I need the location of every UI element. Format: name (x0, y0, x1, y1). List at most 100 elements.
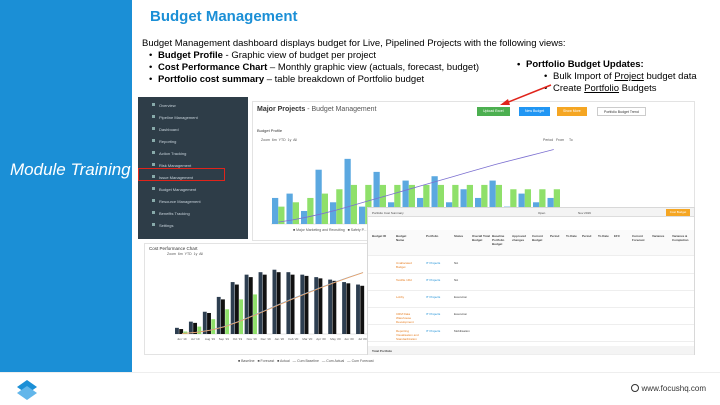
table-cell-name: Testfile 1Rd (396, 278, 412, 282)
bar-actual (211, 319, 216, 334)
menu-icon (152, 211, 155, 214)
bar-safety (321, 193, 328, 224)
table-col-header[interactable]: To Date (566, 234, 577, 238)
bar-safety (394, 184, 401, 224)
x-tick-label: Jul '20 (358, 337, 367, 341)
table-month-select[interactable]: Nov 2019 (578, 211, 591, 215)
table-cell-portfolio: IT Projects (426, 312, 441, 316)
show-more-button[interactable]: Show More (557, 107, 587, 116)
sidebar-item-pipeline-management[interactable]: Pipeline Management (152, 113, 244, 122)
table-cell-status: Mobilisation (454, 329, 470, 333)
bar-forecast (221, 299, 225, 334)
bar-baseline (175, 327, 179, 334)
sidebar-item-action-tracking[interactable]: Action Tracking (152, 149, 244, 158)
table-col-header[interactable]: Period (550, 234, 560, 238)
left-band: Module Training (0, 0, 132, 372)
table-cell-status: Execution (454, 312, 468, 316)
bar-baseline (244, 274, 249, 334)
table-col-header[interactable]: To Date (598, 234, 609, 238)
globe-icon (630, 384, 639, 392)
page-title: Budget Management (150, 8, 298, 25)
table-row[interactable]: Testfile 1Rd IT Projects NA (368, 275, 694, 291)
bar-baseline (272, 269, 277, 334)
cost-performance-panel: Cost Performance Chart Zoom 6m YTD 1y Al… (144, 243, 374, 355)
sidebar-item-overview[interactable]: Overview (152, 101, 244, 110)
x-tick-label: Feb '20 (288, 337, 298, 341)
sidebar-item-dashboard[interactable]: Dashboard (152, 125, 244, 134)
table-row[interactable]: Reporting Visualisation and Standardizat… (368, 326, 694, 342)
bar-safety (539, 189, 546, 224)
x-tick-label: Aug '19 (205, 337, 215, 341)
sidebar-item-budget-management[interactable]: Budget Management (152, 185, 244, 194)
budget-profile-legend: ■ Major Marketing and Recruiting ■ Safet… (293, 228, 367, 232)
table-col-header[interactable]: Portfolio (426, 234, 439, 238)
bar-forecast (304, 275, 309, 334)
table-col-header[interactable]: Overall Total Budget (472, 234, 490, 242)
table-row[interactable]: Lobby IT Projects Execution (368, 292, 694, 308)
portfolio-trend-select[interactable]: Portfolio Budget Trend (597, 107, 646, 116)
menu-icon (152, 139, 155, 142)
bar-forecast (179, 329, 184, 334)
table-toolbar: Portfolio Cost Summary Open Nov 2019 Cos… (368, 208, 694, 217)
bar-major (460, 189, 467, 224)
table-cell-status: NA (454, 261, 459, 265)
bar-safety (452, 184, 459, 224)
table-col-header[interactable]: Current Budget (532, 234, 543, 242)
table-cell-portfolio: IT Projects (426, 278, 441, 282)
bar-major (315, 169, 322, 224)
table-cell-status: Execution (454, 295, 468, 299)
sidebar-item-risk-management[interactable]: Risk Management (152, 161, 244, 170)
cumulative-line (278, 149, 554, 223)
annotation-arrow (500, 84, 552, 105)
menu-icon (152, 127, 155, 130)
table-col-header[interactable]: Variance (652, 234, 665, 238)
bar-safety (307, 197, 314, 224)
period-filter[interactable]: Period From To (543, 138, 573, 142)
table-cell-name: Reporting Visualisation and Standardizat… (396, 329, 419, 341)
bar-major (373, 171, 380, 224)
table-row[interactable]: CRM Data Warehouse Development IT Project… (368, 309, 694, 325)
table-col-header[interactable]: Period (582, 234, 592, 238)
sidebar-item-resource-management[interactable]: Resource Management (152, 197, 244, 206)
bar-safety (423, 184, 430, 224)
table-open-select[interactable]: Open (538, 211, 546, 215)
x-tick-label: May '20 (330, 337, 341, 341)
sidebar-item-benefits-tracking[interactable]: Benefits Tracking (152, 209, 244, 218)
bar-actual (225, 309, 230, 334)
bar-forecast (276, 272, 281, 334)
table-col-header[interactable]: Budget Name (396, 234, 407, 242)
cost-budget-button[interactable]: Cost Budget (666, 209, 690, 216)
menu-icon (152, 199, 155, 202)
bar-forecast (234, 284, 239, 334)
table-col-header[interactable]: EFC (614, 234, 620, 238)
menu-icon (152, 151, 155, 154)
sidebar-item-issue-management[interactable]: Issue Management (152, 173, 244, 182)
table-col-header[interactable]: Status (454, 234, 464, 238)
footer-url: www.focushq.com (630, 384, 706, 393)
x-tick-label: Jan '20 (275, 337, 285, 341)
table-col-header[interactable]: Baseline Portfolio Budget (492, 234, 505, 246)
bullet-budget-profile: Budget Profile - Graphic view of budget … (149, 50, 376, 62)
table-cell-name: CRM Data Warehouse Development (396, 312, 414, 324)
bar-baseline (286, 272, 291, 334)
sidebar-item-reporting[interactable]: Reporting (152, 137, 244, 146)
table-col-header[interactable]: Current Forecast (632, 234, 645, 242)
bar-safety (553, 189, 560, 224)
table-col-header[interactable]: Variance & Completion (672, 234, 689, 242)
table-col-header[interactable]: Approved changes (512, 234, 527, 242)
bar-actual (197, 326, 202, 334)
bar-safety (510, 189, 517, 224)
update-item-create: Create Portfolio Budgets (544, 83, 656, 94)
table-title: Portfolio Cost Summary (372, 211, 404, 215)
updates-title: Portfolio Budget Updates: (517, 59, 644, 70)
sidebar-item-settings[interactable]: Settings (152, 221, 244, 230)
table-col-header[interactable]: Budget ID (372, 234, 387, 238)
menu-icon (152, 187, 155, 190)
budget-profile-label: Budget Profile (257, 128, 283, 133)
table-row[interactable]: Unallocated Budget IT Projects NA (368, 258, 694, 274)
intro-text: Budget Management dashboard displays bud… (142, 38, 566, 49)
footer: www.focushq.com (0, 372, 720, 405)
upload-excel-button[interactable]: Upload Excel (477, 107, 510, 116)
bar-forecast (248, 277, 253, 334)
new-budget-button[interactable]: New Budget (519, 107, 551, 116)
